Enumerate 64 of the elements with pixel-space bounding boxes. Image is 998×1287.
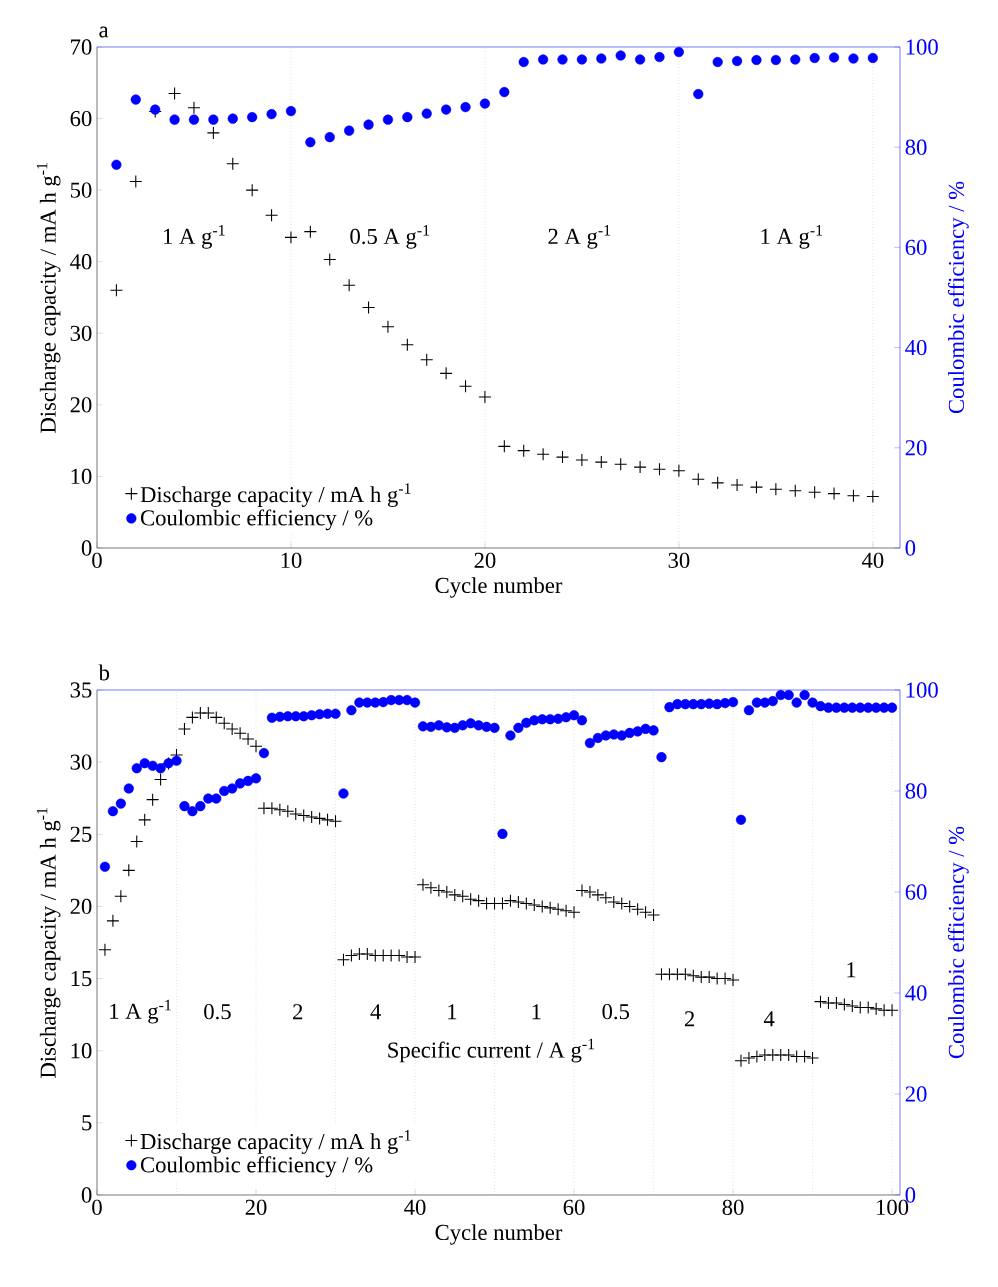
x-tick-label: 40 <box>404 1199 426 1215</box>
y2-tick-label: 20 <box>905 1086 927 1102</box>
x-tick-label: 20 <box>474 552 496 568</box>
annotation: 1 <box>532 1004 541 1020</box>
legend-label: Coulombic efficiency / % <box>140 1156 373 1178</box>
annotation: 0.5 A g$^{-1}$ <box>350 225 430 249</box>
y2-axis-title: Coulombic efficiency / % <box>947 826 969 1059</box>
chart-title: a <box>99 26 109 38</box>
x-tick-label: 60 <box>563 1199 585 1215</box>
y-tick-label: 5 <box>82 1115 92 1131</box>
annotation: 0.5 <box>204 1003 231 1020</box>
y2-tick-label: 40 <box>905 985 927 1001</box>
y-tick-label: 20 <box>70 397 92 413</box>
y-tick-label: 25 <box>70 826 92 842</box>
y-tick-label: 10 <box>71 1043 92 1059</box>
y-tick-label: 35 <box>70 682 92 698</box>
x-axis-title: Cycle number <box>435 1224 563 1245</box>
y-tick-label: 70 <box>71 39 92 55</box>
y2-tick-label: 20 <box>905 440 927 456</box>
annotation: 1 <box>847 962 856 978</box>
y-tick-label: 0 <box>81 540 92 556</box>
annotation: 0.5 <box>602 1003 630 1020</box>
y-tick-label: 30 <box>70 325 92 341</box>
chart-title: b <box>98 664 110 681</box>
y2-tick-label: 0 <box>905 540 916 556</box>
x-tick-label: 30 <box>668 552 690 568</box>
y2-tick-label: 60 <box>905 884 927 900</box>
y-tick-label: 15 <box>71 970 92 987</box>
annotation: 1 A g$^{-1}$ <box>761 225 823 249</box>
x-tick-label: 0 <box>92 1199 102 1215</box>
y-tick-label: 60 <box>70 110 92 127</box>
x-tick-label: 40 <box>861 552 884 568</box>
x-tick-label: 20 <box>245 1199 267 1215</box>
annotation: 1 <box>448 1004 457 1020</box>
legend-label: Coulombic efficiency / % <box>140 509 373 531</box>
x-tick-label: 10 <box>281 552 302 568</box>
annotation: 2 <box>293 1004 303 1020</box>
annotation: 4 <box>763 1011 775 1027</box>
y-tick-label: 30 <box>70 754 92 770</box>
y2-axis-title: Coulombic efficiency / % <box>947 181 969 414</box>
annotation: 1 A g$^{-1}$ <box>164 225 225 249</box>
y-tick-label: 0 <box>81 1187 92 1203</box>
annotation: 1 A g$^{-1}$ <box>110 999 171 1024</box>
x-tick-label: 80 <box>722 1199 744 1215</box>
y2-tick-label: 60 <box>905 239 927 256</box>
y2-tick-label: 100 <box>906 39 938 55</box>
annotation: 2 <box>684 1011 695 1027</box>
y-tick-label: 40 <box>70 254 92 270</box>
y2-tick-label: 100 <box>906 682 938 698</box>
legend-label: Discharge capacity / mA h g$^{-1}$ <box>140 1130 411 1154</box>
x-tick-label: 0 <box>92 552 102 568</box>
y-tick-label: 50 <box>70 182 92 198</box>
y2-tick-label: 80 <box>905 139 927 155</box>
legend-label: Discharge capacity / mA h g$^{-1}$ <box>140 483 411 507</box>
annotation: 4 <box>370 1004 381 1020</box>
y-tick-label: 20 <box>70 898 92 915</box>
y-axis-title: Discharge capacity / mA h g$^{-1}$ <box>36 163 61 433</box>
annotation: 2 A g$^{-1}$ <box>548 225 611 249</box>
y-tick-label: 10 <box>71 468 92 485</box>
x-axis-title: Cycle number <box>435 577 563 598</box>
y-axis-title: Discharge capacity / mA h g$^{-1}$ <box>36 808 61 1078</box>
annotation: Specific current / A g$^{-1}$ <box>388 1038 595 1063</box>
y2-tick-label: 80 <box>905 783 927 799</box>
y2-tick-label: 40 <box>905 339 927 356</box>
